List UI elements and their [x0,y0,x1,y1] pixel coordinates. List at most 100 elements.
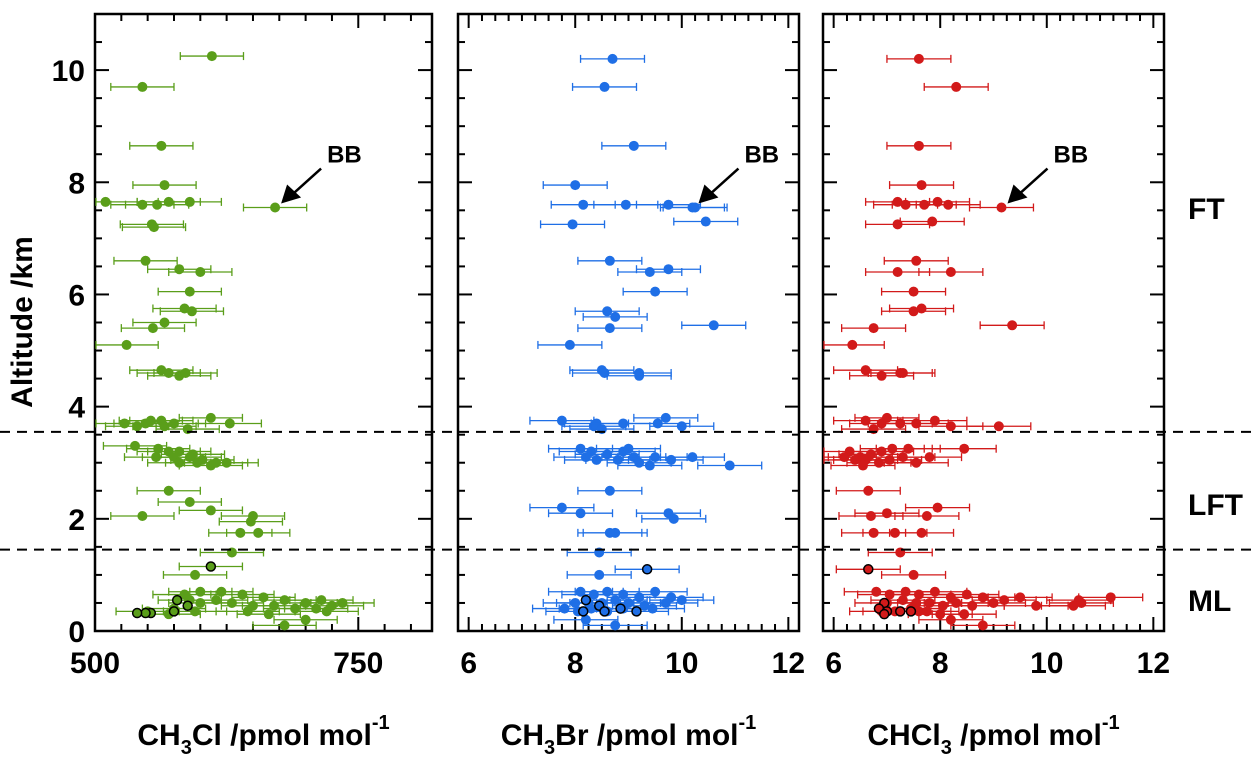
data-point [857,460,868,471]
data-point [916,527,927,538]
data-point [663,199,674,210]
x-tick-label: 6 [460,647,477,680]
data-point [881,508,892,519]
data-point [211,595,222,606]
x-axis-label-part: CHCl [867,719,940,752]
x-axis-label-part: 3 [941,737,952,757]
panel-chcl3: 6 8 10 12 CHCl3 /pmol mol-1 BB [821,12,1170,757]
x-tick-label: 10 [1030,647,1063,680]
annotation-arrow-line [290,167,322,197]
data-point [137,81,148,92]
data-point [932,196,943,207]
data-point [863,485,874,496]
data-point [924,452,935,463]
data-point [279,620,290,631]
data-point [245,516,256,527]
annotation-arrow-head [281,184,302,204]
data-point [847,339,858,350]
data-point [300,614,311,625]
x-tick-label: 8 [932,647,949,680]
y-tick-label: 2 [68,504,85,537]
data-point [152,199,163,210]
data-point [599,81,610,92]
data-point [1068,600,1079,611]
data-point [602,449,613,460]
data-point [868,323,879,334]
data-point [174,264,185,275]
data-point [226,597,237,608]
data-point [647,603,658,614]
x-tick-label: 6 [825,647,842,680]
data-point [913,53,924,64]
data-point [945,421,956,432]
outlined-data-point [580,594,592,606]
data-point [604,255,615,266]
data-point [205,460,216,471]
outlined-data-point [615,603,626,614]
data-point [184,196,195,207]
data-point [316,595,327,606]
data-point [951,81,962,92]
x-axis-label-part: -1 [1102,712,1120,734]
data-point [578,199,589,210]
x-axis-label-part: Cl /pmol mol [192,719,372,752]
x-axis-label-part: CH [137,719,180,752]
data-point [100,196,111,207]
data-point [594,569,605,580]
data-point [184,286,195,297]
data-point [1031,600,1042,611]
data-point [186,306,197,317]
x-axis-label-part: -1 [739,712,757,734]
annotation-arrow-line [707,167,740,197]
data-point [159,421,170,432]
data-point [921,511,932,522]
x-axis-label-part: 3 [181,737,192,757]
x-tick-label: 500 [70,647,120,680]
annotation-arrow-head [698,184,719,204]
data-point [163,485,174,496]
data-point [156,140,167,151]
data-point [943,199,954,210]
data-point [1105,592,1116,603]
data-point [205,505,216,516]
data-point [860,415,871,426]
data-point [321,606,332,617]
data-point [660,597,671,608]
data-point [224,418,235,429]
outlined-data-point [599,606,610,617]
y-tick-label: 4 [68,392,85,425]
data-point [911,255,922,266]
data-point [556,502,567,513]
data-point [881,412,892,423]
annotation-label-bb: BB [1053,142,1088,169]
data-point [628,140,639,151]
data-point [916,180,927,191]
data-point [996,202,1007,213]
x-axis-label-part: /pmol mol [952,719,1102,752]
data-point [676,421,687,432]
data-point [993,421,1004,432]
data-point [903,443,914,454]
data-point [687,452,698,463]
outlined-data-point [905,606,917,617]
outlined-data-point [131,607,143,619]
outlined-data-point [182,600,193,612]
annotation-label-bb: BB [327,142,362,169]
data-point [908,286,919,297]
data-point [1007,320,1018,331]
data-point [221,457,232,468]
data-point [708,320,719,331]
data-point [575,443,586,454]
data-point [977,620,988,631]
x-tick-label: 750 [333,647,383,680]
data-point [897,367,908,378]
data-point [967,600,978,611]
x-tick-label: 10 [665,647,698,680]
y-tick-label: 8 [68,167,85,200]
data-point [913,606,924,617]
data-point [911,457,922,468]
data-point [190,569,201,580]
data-point [876,446,887,457]
data-point [959,609,970,620]
data-point [660,412,671,423]
